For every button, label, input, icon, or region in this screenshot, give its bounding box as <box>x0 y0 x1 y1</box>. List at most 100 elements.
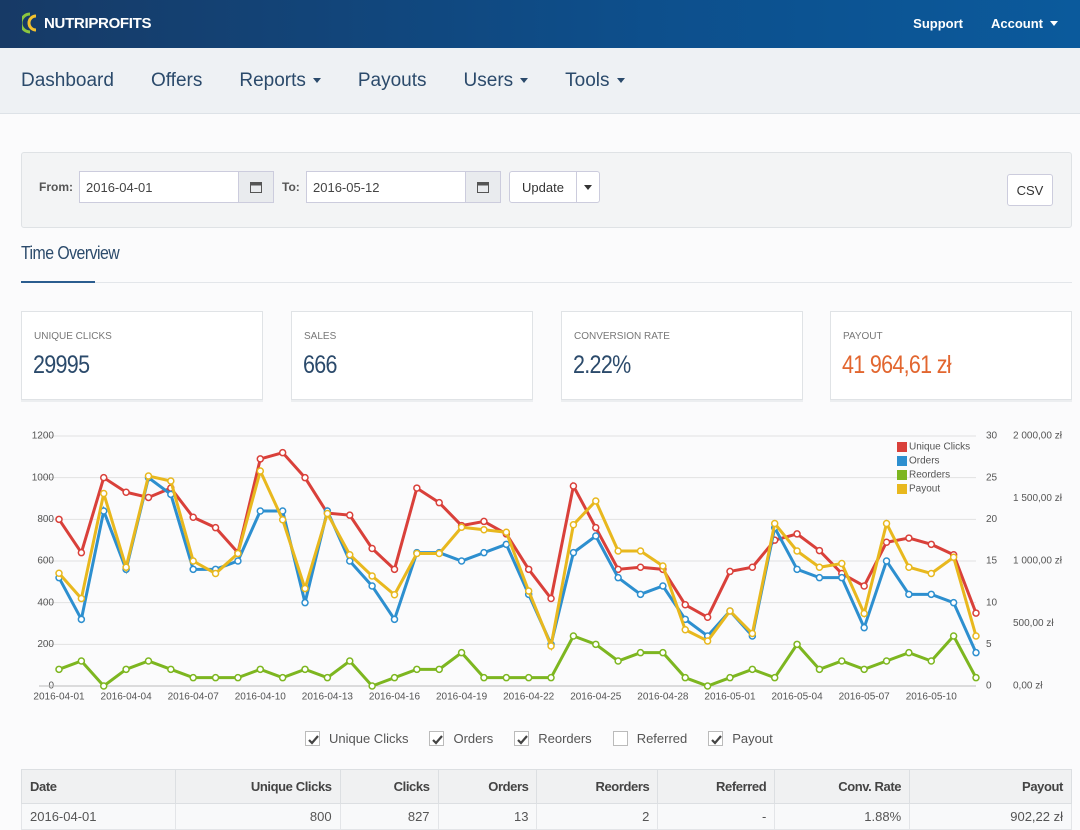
stat-card: SALES 666 <box>291 311 533 400</box>
checkbox[interactable] <box>429 731 445 746</box>
calendar-button[interactable] <box>465 171 501 203</box>
calendar-button[interactable] <box>238 171 274 203</box>
stat-value: 41 964,61 zł <box>842 351 952 379</box>
data-point <box>480 526 488 534</box>
x-tick-label: 2016-04-10 <box>235 692 287 703</box>
to-input[interactable]: 2016-05-12 <box>306 171 466 203</box>
logo[interactable]: NUTRIPROFITS <box>22 12 152 34</box>
data-point <box>793 565 801 574</box>
column-header[interactable]: Reorders <box>536 769 659 804</box>
data-point <box>77 657 86 665</box>
caret <box>616 78 625 83</box>
nav-item[interactable]: Reports <box>239 70 321 92</box>
data-point <box>55 569 63 577</box>
table-cell: 800 <box>174 803 341 830</box>
column-header[interactable]: Referred <box>657 769 776 804</box>
checkbox[interactable] <box>708 731 724 746</box>
data-point <box>949 632 958 640</box>
data-point <box>278 448 287 457</box>
legend-swatch <box>897 484 907 494</box>
column-header[interactable]: Date <box>21 769 176 804</box>
x-tick-label: 2016-05-07 <box>839 692 891 703</box>
filter-panel: From: 2016-04-01 To: 2016-05-12 Update C… <box>21 152 1072 228</box>
data-point <box>882 557 891 565</box>
data-point <box>234 549 242 558</box>
data-point <box>569 632 578 640</box>
y2-tick-label: 20 <box>986 514 998 525</box>
data-point <box>122 563 130 571</box>
data-point <box>368 582 376 590</box>
data-point <box>301 584 309 593</box>
nav-item[interactable]: Offers <box>151 70 202 92</box>
y-tick-label: 600 <box>37 556 54 567</box>
series-toggle[interactable]: Payout <box>708 731 773 746</box>
data-point <box>815 573 824 582</box>
data-point <box>748 665 757 674</box>
data-point <box>703 682 712 690</box>
column-header[interactable]: Clicks <box>339 769 439 804</box>
data-point <box>838 559 846 568</box>
data-point <box>189 565 197 574</box>
checkbox[interactable] <box>612 731 628 746</box>
nav-item[interactable]: Users <box>464 70 529 92</box>
table-cell: 902,22 zł <box>909 803 1072 830</box>
stat-label: CONVERSION RATE <box>574 331 670 342</box>
series-toggle[interactable]: Unique Clicks <box>305 731 408 746</box>
x-tick-label: 2016-04-25 <box>570 692 622 703</box>
header-links: Support Account <box>913 16 1058 31</box>
column-header[interactable]: Conv. Rate <box>774 769 911 804</box>
data-point <box>234 557 242 565</box>
data-point <box>815 665 824 674</box>
series-toggle[interactable]: Reorders <box>514 731 592 746</box>
data-point <box>838 657 846 665</box>
column-header[interactable]: Orders <box>437 769 538 804</box>
table-cell: 2016-04-01 <box>21 803 176 830</box>
y2-tick-label: 25 <box>986 472 998 483</box>
checkbox[interactable] <box>514 731 530 746</box>
data-point <box>301 598 309 607</box>
y2-tick-label: 15 <box>986 556 998 567</box>
data-point <box>949 553 958 561</box>
csv-button[interactable]: CSV <box>1007 174 1053 206</box>
data-point <box>636 547 645 555</box>
series-toggle[interactable]: Orders <box>429 731 493 746</box>
check-mark <box>711 735 723 745</box>
data-point <box>256 467 265 475</box>
series-toggle[interactable]: Referred <box>612 731 687 746</box>
header-link[interactable]: Account <box>991 16 1058 31</box>
data-point <box>390 565 399 574</box>
table-header: Date Unique Clicks Clicks Orders Reorders Ref… <box>21 769 1072 804</box>
update-dropdown[interactable] <box>576 171 600 203</box>
data-point <box>346 557 354 565</box>
data-point <box>234 673 242 682</box>
column-header[interactable]: Payout <box>909 769 1072 804</box>
check-mark <box>308 735 319 745</box>
data-point <box>346 511 354 519</box>
data-point <box>569 521 578 529</box>
data-point <box>793 530 801 538</box>
y3-tick-label: 2 000,00 zł <box>1013 431 1063 442</box>
nav-item[interactable]: Dashboard <box>21 70 114 92</box>
nav-item[interactable]: Payouts <box>358 70 427 92</box>
nav-item[interactable]: Tools <box>565 70 625 92</box>
header-link[interactable]: Support <box>913 16 963 31</box>
data-point <box>703 613 712 621</box>
data-point <box>189 513 197 521</box>
data-point <box>77 594 86 603</box>
update-button[interactable]: Update <box>509 171 577 203</box>
data-point <box>927 569 936 578</box>
data-point <box>77 615 86 624</box>
checkbox[interactable] <box>305 731 320 746</box>
from-input[interactable]: 2016-04-01 <box>79 171 239 203</box>
data-point <box>592 532 600 540</box>
data-point <box>659 562 667 570</box>
section-title: Time Overview <box>21 243 120 263</box>
data-point <box>927 657 936 665</box>
nav-text: Reports <box>239 69 306 91</box>
check-mark <box>517 735 529 745</box>
column-header[interactable]: Unique Clicks <box>174 769 341 804</box>
legend-label: Payout <box>909 484 940 495</box>
legend-label: Reorders <box>909 470 950 481</box>
table-cell: - <box>657 803 776 830</box>
stat-card: CONVERSION RATE 2.22% <box>561 311 803 400</box>
